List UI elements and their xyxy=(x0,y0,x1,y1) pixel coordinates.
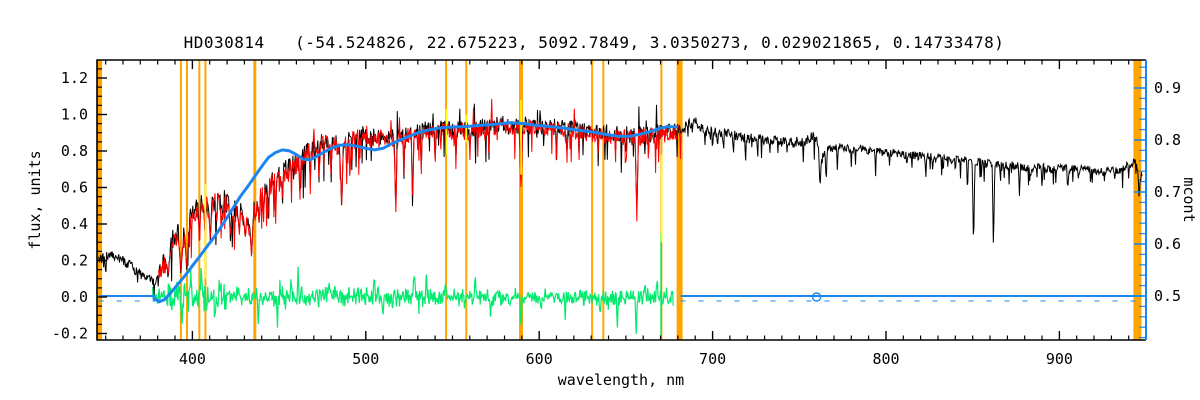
x-tick-label: 500 xyxy=(352,350,379,368)
y-left-axis-title: flux, units xyxy=(26,150,44,249)
x-axis-title: wavelength, nm xyxy=(558,371,684,389)
y-left-tick-label: 1.2 xyxy=(61,69,88,87)
plot-axes: 400 500 600 700 800 900 -0.2 0.0 0.2 0.4 0.6 0.8 1.0… xyxy=(52,59,1181,368)
y-left-tick-label: 1.0 xyxy=(61,106,88,124)
y-left-tick-label: 0.4 xyxy=(61,215,88,233)
mcont-curve xyxy=(152,121,678,304)
plot-frame xyxy=(96,59,1146,341)
y-right-tick-label: 0.7 xyxy=(1154,183,1181,201)
residuals-trace xyxy=(151,266,674,334)
mcont-baseline-right xyxy=(680,292,1143,302)
highlight-segments xyxy=(204,99,663,279)
x-tick-label: 400 xyxy=(179,350,206,368)
y-left-ticks: -0.2 0.0 0.2 0.4 0.6 0.8 1.0 1.2 xyxy=(52,68,107,343)
y-left-tick-label: 0.8 xyxy=(61,142,88,160)
x-tick-label: 700 xyxy=(699,350,726,368)
marker-lines xyxy=(97,60,1142,340)
y-right-axis-title: mcont xyxy=(1180,177,1198,222)
plot-data-area xyxy=(97,60,1143,340)
y-right-tick-label: 0.8 xyxy=(1154,131,1181,149)
y-left-tick-label: 0.6 xyxy=(61,179,88,197)
y-left-tick-label: -0.2 xyxy=(52,325,88,343)
y-right-tick-label: 0.9 xyxy=(1154,79,1181,97)
y-left-tick-label: 0.0 xyxy=(61,288,88,306)
x-tick-label: 600 xyxy=(526,350,553,368)
y-left-tick-label: 0.2 xyxy=(61,252,88,270)
y-right-ticks: 0.5 0.6 0.7 0.8 0.9 xyxy=(1134,66,1181,339)
mcont-marker-circle xyxy=(811,292,822,302)
chart-title: HD030814 (-54.524826, 22.675223, 5092.78… xyxy=(184,33,1005,52)
mcont-baseline-left xyxy=(98,295,156,302)
x-tick-label: 900 xyxy=(1046,350,1073,368)
y-right-tick-label: 0.6 xyxy=(1154,235,1181,253)
x-tick-label: 800 xyxy=(872,350,899,368)
y-right-tick-label: 0.5 xyxy=(1154,287,1181,305)
x-ticks: 400 500 600 700 800 900 xyxy=(105,60,1130,368)
